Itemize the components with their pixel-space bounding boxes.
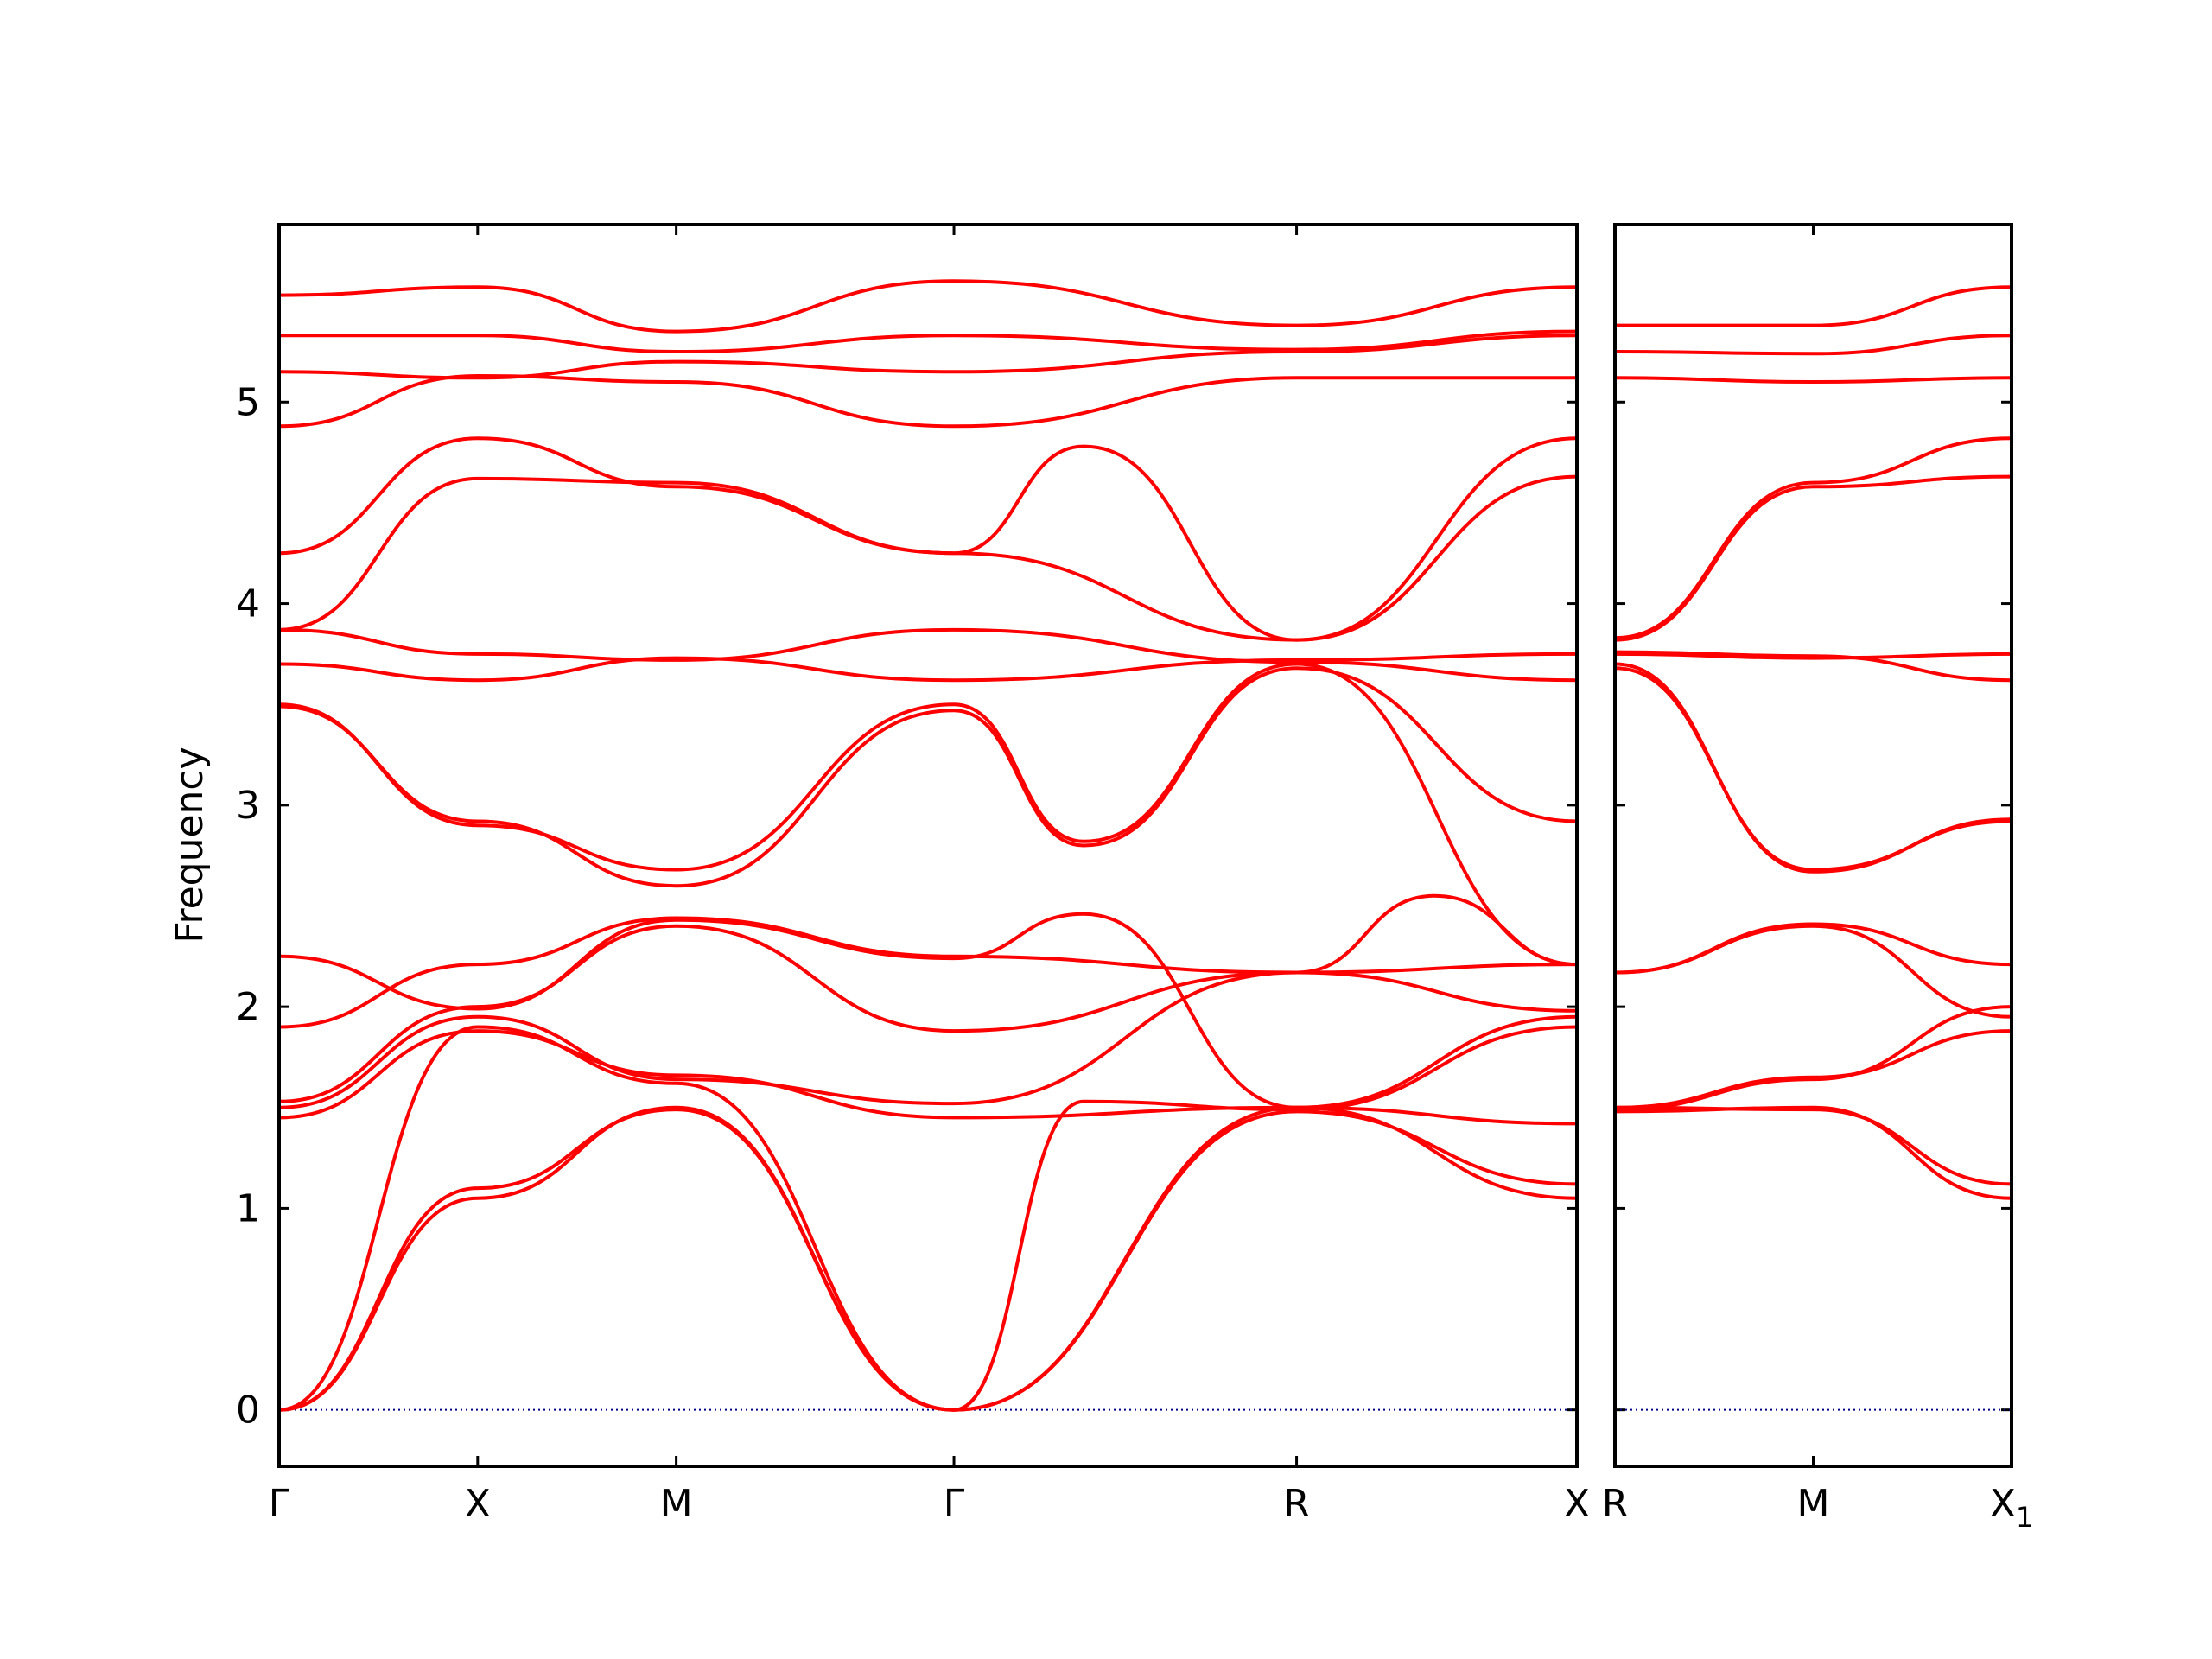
y-tick-label: 4 xyxy=(236,582,260,626)
band-line xyxy=(279,1014,1577,1120)
band-line xyxy=(279,666,1577,888)
band-line xyxy=(279,627,1577,683)
band-line xyxy=(279,912,1577,1126)
band-line xyxy=(1615,1105,2012,1186)
x-tick-label: R xyxy=(1283,1482,1310,1526)
band-panel-side: R M X1 xyxy=(1602,223,2033,1534)
y-tick-label: 1 xyxy=(236,1186,260,1230)
tick-group-main: 0 1 2 3 4 5 Γ X M Γ R X xyxy=(236,225,1590,1526)
band-line xyxy=(1615,436,2012,640)
band-line xyxy=(1615,376,2012,384)
bands-main xyxy=(279,279,1577,1412)
band-line xyxy=(1615,1029,2012,1109)
bands-side xyxy=(1615,285,2012,1411)
band-line xyxy=(279,329,1577,353)
band-line xyxy=(279,1108,1577,1412)
band-line xyxy=(279,334,1577,380)
panel-frame-main xyxy=(277,223,1579,1468)
band-line xyxy=(1615,652,2012,660)
x-tick-subscript: 1 xyxy=(2016,1501,2033,1534)
y-axis-title: Frequency xyxy=(168,747,212,943)
band-line xyxy=(279,970,1577,1109)
x-tick-label: X xyxy=(465,1482,491,1526)
band-panel-main: 0 1 2 3 4 5 Γ X M Γ R X Frequency xyxy=(168,223,1590,1526)
y-tick-label: 2 xyxy=(236,985,260,1029)
y-tick-label: 5 xyxy=(236,380,260,424)
x-tick-label: M xyxy=(1797,1482,1830,1526)
x-tick-label: X xyxy=(1564,1482,1590,1526)
band-line xyxy=(1615,922,2012,975)
band-line xyxy=(279,1025,1577,1412)
band-line xyxy=(279,436,1577,642)
band-line xyxy=(279,279,1577,334)
band-line xyxy=(279,662,1577,967)
band-line xyxy=(279,652,1577,683)
x-tick-label: Γ xyxy=(944,1482,965,1526)
x-tick-label: M xyxy=(660,1482,693,1526)
band-line xyxy=(1615,650,2012,683)
band-line xyxy=(1615,1005,2012,1112)
y-tick-label: 0 xyxy=(236,1389,260,1433)
band-line xyxy=(279,893,1577,1029)
panel-frame-side xyxy=(1613,223,2013,1468)
band-line xyxy=(1615,662,2012,874)
y-tick-label: 3 xyxy=(236,784,260,828)
band-line xyxy=(1615,334,2012,356)
band-line xyxy=(1615,285,2012,327)
band-line xyxy=(1615,1105,2012,1200)
x-tick-label: R xyxy=(1602,1482,1629,1526)
x-tick-label: Γ xyxy=(269,1482,290,1526)
